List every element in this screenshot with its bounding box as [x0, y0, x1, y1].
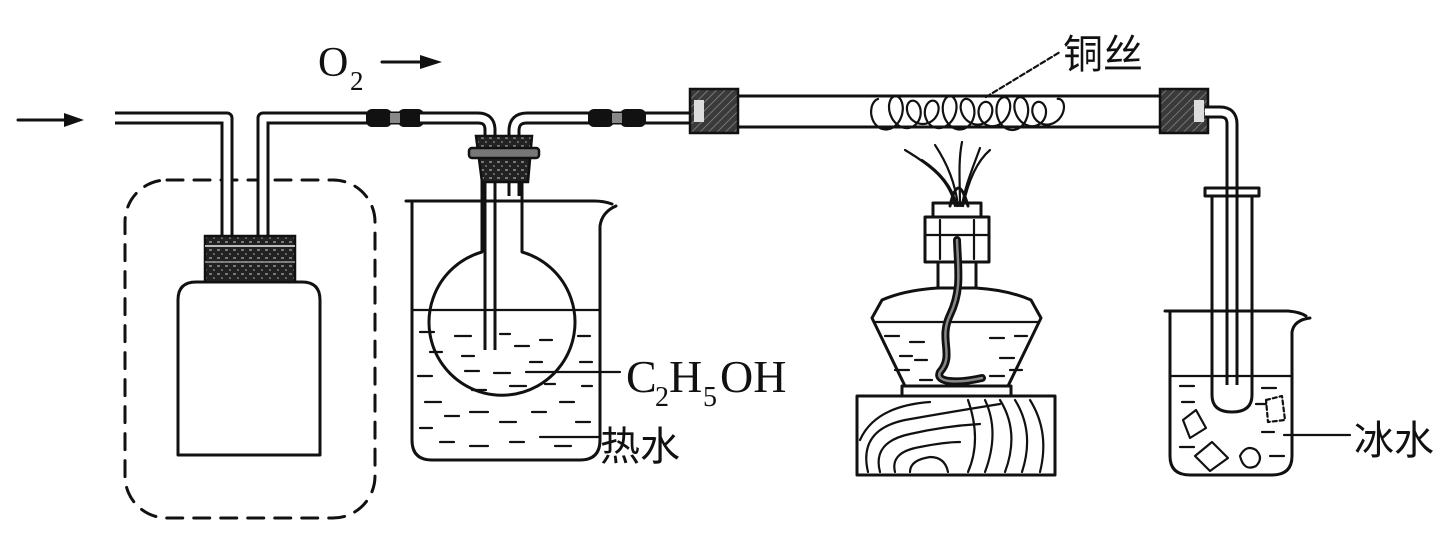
ethanol-dashes	[453, 332, 557, 392]
rubber-connector-2	[588, 109, 646, 127]
dashed-enclosure	[123, 178, 377, 520]
ethanol-h: H	[669, 351, 702, 402]
oxygen-symbol: O	[318, 40, 348, 86]
flask-stopper	[467, 134, 541, 184]
ethanol-oh: OH	[720, 351, 786, 402]
rubber-connector-1	[366, 109, 424, 127]
oxygen-flow-arrow-icon	[380, 55, 442, 69]
round-bottom-flask	[427, 176, 577, 397]
oxygen-label: O 2	[318, 40, 364, 96]
ethanol-label: C 2 H 5 OH	[626, 351, 786, 413]
ethanol-h-sub: 5	[703, 382, 717, 413]
copper-coil	[870, 95, 1066, 132]
hot-water-label: 热水	[600, 424, 680, 470]
combustion-tube-right-stopper	[1158, 87, 1210, 135]
hot-water-dashes	[416, 330, 594, 448]
wooden-block	[855, 394, 1057, 477]
copper-wire-leader-line	[984, 50, 1062, 99]
hot-water-beaker	[404, 199, 618, 462]
ice-water-beaker	[1163, 309, 1312, 477]
gas-bottle-body	[176, 280, 322, 457]
oxygen-subscript: 2	[350, 66, 364, 96]
combustion-tube-left-stopper	[688, 87, 740, 135]
collection-test-tube	[1210, 194, 1254, 414]
inlet-tube	[115, 111, 234, 246]
ice-water-label: 冰水	[1354, 418, 1434, 464]
test-tube-stopper	[1203, 186, 1261, 198]
ethanol-c-sub: 2	[655, 382, 669, 413]
flame	[903, 140, 992, 208]
ice-cubes	[1181, 394, 1287, 473]
ice-water-dashes	[1178, 384, 1286, 458]
flask-outlet-tube	[507, 111, 700, 196]
gas-bottle-cap	[203, 234, 297, 284]
ethanol-c: C	[626, 351, 657, 402]
wick	[935, 236, 986, 386]
inlet-arrow-icon	[16, 113, 84, 127]
alcohol-dashes	[883, 334, 1029, 382]
flask-inlet-tube	[420, 111, 497, 350]
copper-wire-label: 铜丝	[1063, 32, 1143, 78]
condenser-delivery-tube	[1205, 105, 1239, 385]
